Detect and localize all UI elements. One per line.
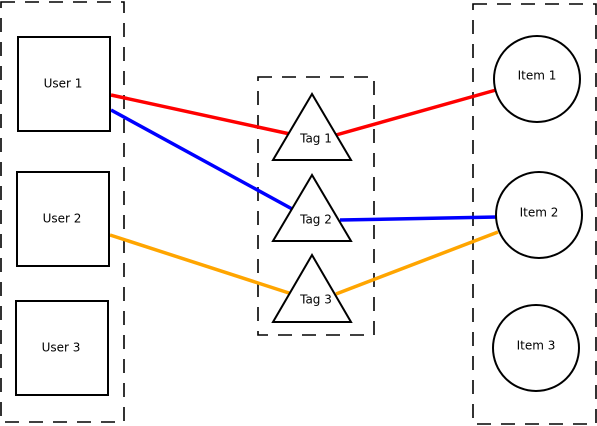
tag-2-triangle xyxy=(271,173,353,242)
edge-user1-tag2 xyxy=(110,108,295,212)
user-node: User 1 xyxy=(17,36,111,132)
item-1-circle xyxy=(493,35,581,123)
item-1-label: Item 1 xyxy=(518,69,557,83)
user-3-label: User 3 xyxy=(42,341,81,355)
tag-3-triangle xyxy=(271,253,353,323)
edge-tag2-item2 xyxy=(339,215,498,222)
item-node: Item 3 xyxy=(492,304,580,392)
user-1-label: User 1 xyxy=(44,77,83,91)
items-group-box xyxy=(472,3,597,425)
item-node: Item 2 xyxy=(495,171,583,259)
tag-1-label: Tag 1 xyxy=(299,132,332,146)
edge-user2-tag3 xyxy=(109,233,293,296)
tag-node: Tag 2 xyxy=(271,173,353,242)
item-2-circle xyxy=(495,171,583,259)
tag-node: Tag 3 xyxy=(271,253,353,323)
users-group-box xyxy=(0,1,125,423)
tag-3-label: Tag 3 xyxy=(299,293,332,307)
tag-node: Tag 1 xyxy=(271,92,353,161)
item-3-label: Item 3 xyxy=(517,339,556,353)
user-1-square xyxy=(17,36,111,132)
tags-group-box xyxy=(257,76,375,336)
user-node: User 2 xyxy=(16,171,110,267)
edge-tag3-item2 xyxy=(335,230,499,296)
user-node: User 3 xyxy=(15,300,109,396)
edge-tag1-item1 xyxy=(335,88,497,137)
item-3-circle xyxy=(492,304,580,392)
edges-layer xyxy=(109,88,499,296)
edge-user1-tag1 xyxy=(110,93,291,136)
user-2-square xyxy=(16,171,110,267)
user-3-square xyxy=(15,300,109,396)
tag-1-triangle xyxy=(271,92,353,161)
tag-2-label: Tag 2 xyxy=(299,213,332,227)
item-node: Item 1 xyxy=(493,35,581,123)
user-2-label: User 2 xyxy=(43,212,82,226)
item-2-label: Item 2 xyxy=(520,206,559,220)
